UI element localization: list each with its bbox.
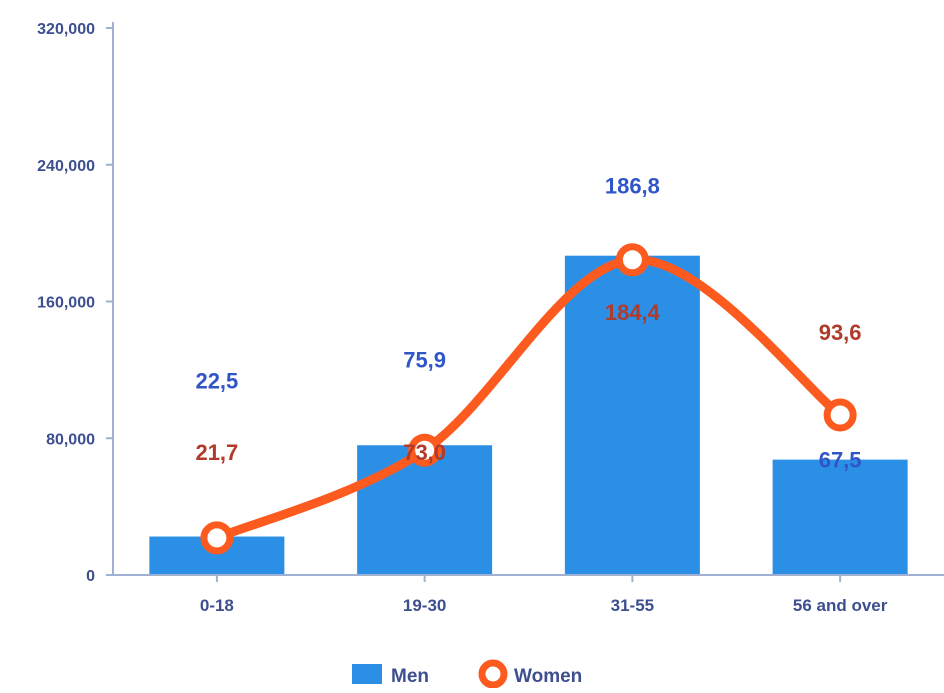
y-tick-label: 80,000	[46, 431, 95, 448]
bar-men-19-30[interactable]	[357, 445, 493, 575]
y-tick-label: 160,000	[37, 295, 95, 312]
legend-label-women[interactable]: Women	[514, 666, 582, 687]
label-women-31-55: 184,4	[605, 300, 661, 325]
point-women-0-18[interactable]	[200, 521, 234, 555]
y-tick-label: 320,000	[37, 21, 95, 38]
bars-layer	[149, 255, 908, 575]
legend-swatch-men[interactable]	[352, 664, 382, 684]
x-tick-label: 19-30	[403, 596, 446, 615]
point-women-56-and-over[interactable]	[823, 398, 857, 432]
legend-marker-women[interactable]	[478, 659, 508, 689]
legend[interactable]: Men Women	[352, 659, 582, 689]
label-women-0-18: 21,7	[195, 440, 238, 465]
women-series-line[interactable]	[212, 255, 845, 543]
y-tick-label: 0	[86, 568, 95, 585]
x-axis: 0-18 19-30 31-55 56 and over	[113, 574, 944, 615]
x-tick-label: 56 and over	[793, 596, 888, 615]
bar-men-31-55[interactable]	[564, 255, 700, 575]
x-tick-label: 0-18	[200, 596, 234, 615]
point-women-31-55[interactable]	[615, 243, 649, 277]
bar-men-56-and-over[interactable]	[772, 459, 908, 575]
label-men-31-55: 186,8	[605, 174, 660, 199]
label-men-19-30: 75,9	[403, 347, 446, 372]
legend-label-men[interactable]: Men	[391, 666, 429, 687]
point-women-19-30[interactable]	[408, 433, 442, 467]
label-women-19-30: 73,0	[403, 440, 446, 465]
y-axis: 0 80,000 160,000 240,000 320,000	[37, 21, 114, 585]
y-tick-label: 240,000	[37, 158, 95, 175]
label-women-56-and-over: 93,6	[819, 320, 862, 345]
label-men-0-18: 22,5	[195, 369, 238, 394]
women-line-layer	[200, 243, 857, 555]
data-labels-layer: 22,5 75,9 186,8 67,5 21,7 73,0 184,4 93,6	[195, 174, 861, 473]
label-men-56-and-over: 67,5	[819, 448, 862, 473]
x-tick-label: 31-55	[611, 596, 654, 615]
